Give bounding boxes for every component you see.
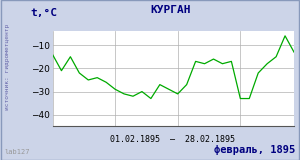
Text: февраль, 1895: февраль, 1895 (214, 145, 296, 155)
Text: 01.02.1895  –  28.02.1895: 01.02.1895 – 28.02.1895 (110, 135, 235, 144)
Text: источник: гидрометцентр: источник: гидрометцентр (5, 24, 10, 110)
Text: lab127: lab127 (4, 149, 30, 155)
Text: t,°C: t,°C (30, 8, 57, 18)
Text: КУРГАН: КУРГАН (151, 5, 191, 15)
